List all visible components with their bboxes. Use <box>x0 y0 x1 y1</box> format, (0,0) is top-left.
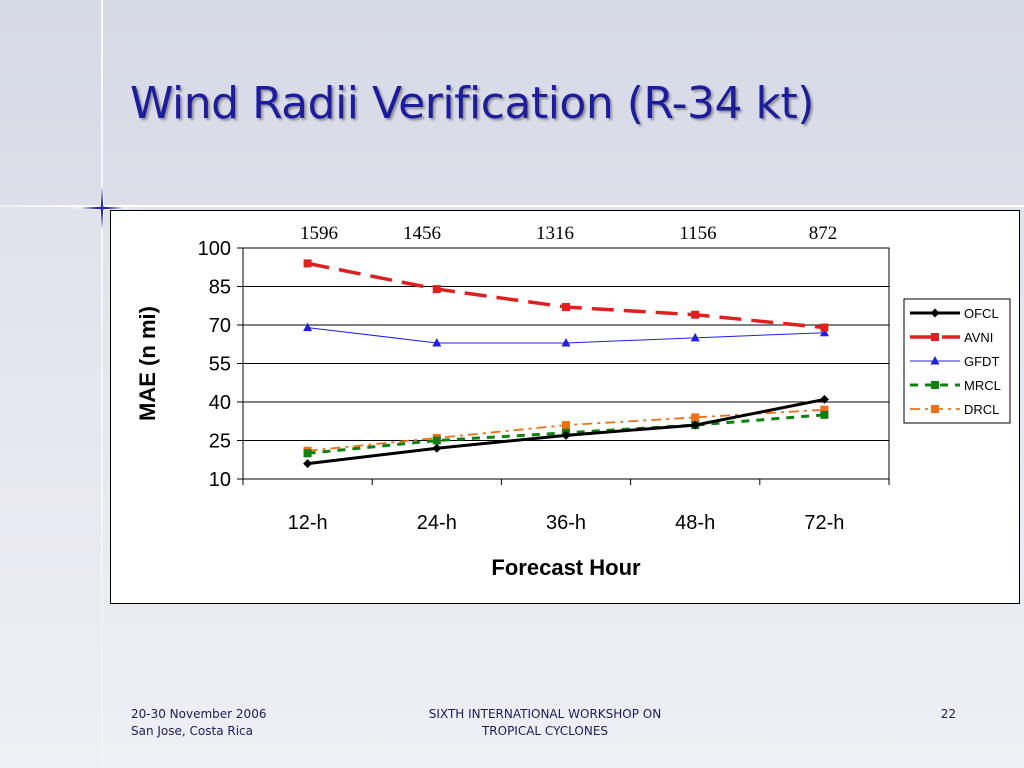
y-tick-label: 25 <box>209 431 231 453</box>
x-tick-label: 72-h <box>804 512 844 534</box>
data-point-gfdt <box>432 337 442 347</box>
case-count-label: 1156 <box>679 223 716 244</box>
footer-event-line2: TROPICAL CYCLONES <box>481 724 609 738</box>
data-point-drcl <box>820 405 829 414</box>
legend-label-avni: AVNI <box>964 330 993 345</box>
data-point-avni <box>820 323 829 332</box>
data-point-avni <box>432 285 441 294</box>
case-count-label: 1456 <box>403 223 441 244</box>
y-tick-label: 70 <box>209 315 231 337</box>
data-point-mrcl <box>820 410 829 419</box>
legend-marker-ofcl <box>930 308 940 318</box>
legend-marker-avni <box>931 333 939 341</box>
x-tick-label: 48-h <box>675 512 715 534</box>
legend-label-gfdt: GFDT <box>964 354 999 369</box>
sparkle-icon <box>70 176 134 240</box>
case-count-label: 872 <box>809 223 838 244</box>
case-count-label: 1316 <box>536 223 574 244</box>
legend-marker-mrcl <box>931 381 939 389</box>
data-point-ofcl <box>690 420 700 430</box>
x-tick-label: 12-h <box>288 512 328 534</box>
legend-label-mrcl: MRCL <box>964 378 1001 393</box>
x-tick-label: 36-h <box>546 512 586 534</box>
legend-marker-drcl <box>931 405 939 413</box>
data-point-gfdt <box>819 327 829 337</box>
data-point-drcl <box>691 413 700 422</box>
legend-label-ofcl: OFCL <box>964 306 999 321</box>
y-tick-label: 100 <box>198 238 231 260</box>
data-point-avni <box>303 259 312 268</box>
x-axis-title: Forecast Hour <box>491 555 641 580</box>
decorative-horizontal-line <box>0 205 1024 207</box>
slide-title: Wind Radii Verification (R-34 kt) <box>130 78 814 129</box>
y-tick-label: 10 <box>209 469 231 491</box>
y-axis-title: MAE (n mi) <box>135 306 160 421</box>
decorative-vertical-line <box>101 0 103 768</box>
footer-event-line1: SIXTH INTERNATIONAL WORKSHOP ON <box>428 707 662 721</box>
data-point-ofcl <box>432 443 442 453</box>
y-tick-label: 85 <box>209 277 231 299</box>
data-point-gfdt <box>561 337 571 347</box>
footer-date: 20-30 November 2006 <box>131 707 267 721</box>
footer-event: SIXTH INTERNATIONAL WORKSHOP ON TROPICAL… <box>420 706 670 740</box>
x-tick-label: 24-h <box>417 512 457 534</box>
data-point-gfdt <box>303 322 313 332</box>
data-point-mrcl <box>303 449 312 458</box>
data-point-ofcl <box>561 430 571 440</box>
footer-date-location: 20-30 November 2006 San Jose, Costa Rica <box>131 706 266 740</box>
footer-page-number: 22 <box>940 707 956 721</box>
wind-radii-line-chart: 100 85 70 55 40 25 10 12-h 24-h 36-h 48-h 72-h 1596 1… <box>135 223 1011 580</box>
data-point-drcl <box>562 421 570 430</box>
legend-label-drcl: DRCL <box>964 402 999 417</box>
legend-marker-gfdt <box>930 356 940 365</box>
y-tick-label: 55 <box>209 354 231 376</box>
footer-location: San Jose, Costa Rica <box>131 724 254 738</box>
data-point-ofcl <box>819 394 829 404</box>
data-point-gfdt <box>690 332 700 342</box>
chart-container: 100 85 70 55 40 25 10 12-h 24-h 36-h 48-h 72-h 1596 1… <box>110 210 1020 604</box>
data-point-avni <box>562 303 570 312</box>
data-point-ofcl <box>303 459 313 469</box>
data-point-avni <box>691 310 700 319</box>
case-count-label: 1596 <box>300 223 338 244</box>
data-point-mrcl <box>432 436 441 445</box>
y-tick-label: 40 <box>209 392 231 414</box>
title-band <box>0 0 1024 205</box>
